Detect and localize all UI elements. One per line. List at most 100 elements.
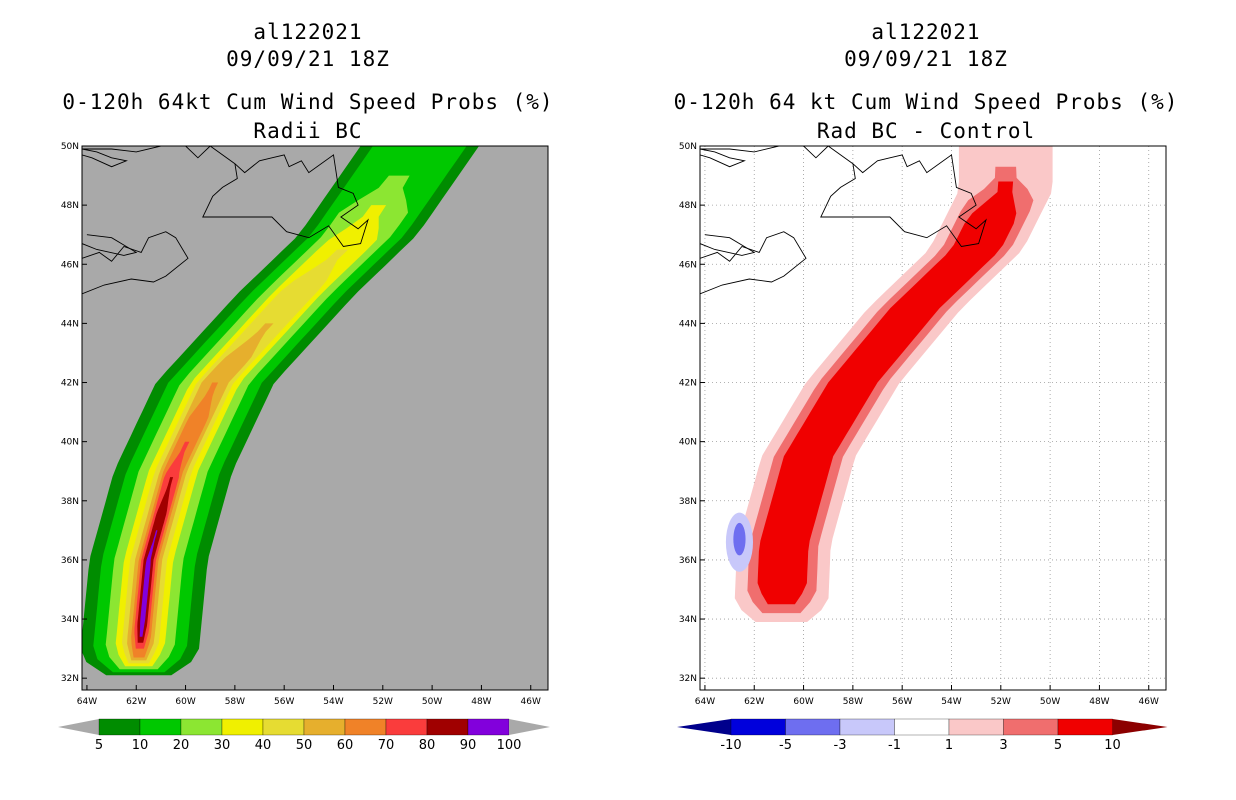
colorbar-swatch — [262, 718, 305, 736]
colorbar-swatch — [839, 718, 895, 736]
colorbar-under-arrow — [58, 719, 99, 735]
lat-tick-label: 36N — [679, 556, 697, 566]
lon-tick-label: 52W — [991, 697, 1011, 707]
colorbar-label: 20 — [173, 738, 190, 753]
lat-tick-label: 32N — [61, 674, 79, 684]
lat-tick-label: 46N — [679, 260, 697, 270]
coastline-1 — [700, 148, 746, 168]
colorbar-label: 50 — [296, 738, 313, 753]
lon-tick-label: 54W — [941, 697, 961, 707]
lon-tick-label: 62W — [126, 697, 146, 707]
lon-tick-label: 58W — [843, 697, 863, 707]
lon-tick-label: 50W — [422, 697, 442, 707]
lat-tick-label: 48N — [679, 201, 697, 211]
colorbar-label: -1 — [888, 738, 901, 753]
coastline-3 — [700, 234, 756, 256]
lon-tick-label: 58W — [225, 697, 245, 707]
left-probability-map: 64W 62W 60W 58W 56W 54W 52W 50W 48W 46W 32N 34N 36N 3… — [58, 142, 550, 753]
lat-tick-label: 46N — [61, 260, 79, 270]
coastline-group — [700, 146, 987, 295]
colorbar-swatch — [385, 718, 428, 736]
contour-plus-5 — [757, 181, 1017, 605]
lon-tick-label: 62W — [744, 697, 764, 707]
colorbar-label: 30 — [214, 738, 231, 753]
lat-tick-label: 44N — [61, 319, 79, 329]
left-chart-subtitle: Radii BC — [253, 119, 363, 143]
lat-tick-label: 32N — [679, 674, 697, 684]
right-chart-subtitle: Rad BC - Control — [816, 119, 1036, 143]
left-datetime: 09/09/21 18Z — [226, 47, 390, 71]
coastline-0 — [700, 146, 987, 247]
colorbar-label: 70 — [378, 738, 395, 753]
lat-tick-label: 38N — [679, 497, 697, 507]
contour-90pct — [139, 530, 158, 637]
lon-tick-label: 56W — [892, 697, 912, 707]
lat-tick-label: 38N — [61, 497, 79, 507]
colorbar-swatch — [467, 718, 510, 736]
colorbar-label: 5 — [1054, 738, 1062, 753]
colorbar-label: 10 — [1104, 738, 1121, 753]
colorbar-swatch — [1003, 718, 1059, 736]
lat-tick-label: 40N — [679, 438, 697, 448]
contour-20pct — [105, 175, 410, 670]
plot-frame — [699, 145, 1167, 691]
right-datetime: 09/09/21 18Z — [844, 47, 1008, 71]
colorbar-under-arrow — [677, 719, 731, 735]
lon-tick-label: 46W — [1139, 697, 1159, 707]
colorbar-swatch — [894, 718, 950, 736]
colorbar-swatch — [303, 718, 346, 736]
colorbar-label: 90 — [460, 738, 477, 753]
colorbar-label: 1 — [945, 738, 953, 753]
right-chart-title: 0-120h 64 kt Cum Wind Speed Probs (%) — [673, 90, 1179, 114]
coastline-1 — [82, 148, 128, 168]
right-difference-map: 64W 62W 60W 58W 56W 54W 52W 50W 48W 46W 32N 34N 36N 3… — [677, 142, 1168, 753]
colorbar-label: -3 — [834, 738, 847, 753]
lat-tick-label: 44N — [679, 319, 697, 329]
left-storm-id: al122021 — [253, 20, 363, 44]
coastline-2 — [700, 231, 807, 295]
lat-tick-label: 42N — [679, 379, 697, 389]
colorbar-label: 10 — [132, 738, 149, 753]
colorbar-label: -5 — [779, 738, 792, 753]
lon-tick-label: 46W — [521, 697, 541, 707]
colorbar-label: 100 — [497, 738, 522, 753]
lon-tick-label: 64W — [695, 697, 715, 707]
lat-tick-label: 42N — [61, 379, 79, 389]
colorbar-swatch — [344, 718, 387, 736]
plot-frame — [81, 145, 549, 691]
lat-tick-label: 34N — [61, 615, 79, 625]
lon-tick-label: 52W — [373, 697, 393, 707]
coastline-2 — [82, 231, 189, 295]
right-storm-id: al122021 — [871, 20, 981, 44]
colorbar-label: 3 — [999, 738, 1007, 753]
lon-tick-label: 56W — [274, 697, 294, 707]
colorbar-swatch — [785, 718, 841, 736]
coastline-3 — [82, 234, 138, 256]
colorbar-over-arrow — [509, 719, 550, 735]
lat-tick-label: 50N — [61, 142, 79, 152]
lon-tick-label: 54W — [323, 697, 343, 707]
lon-tick-label: 48W — [1089, 697, 1109, 707]
colorbar-swatch — [180, 718, 223, 736]
colorbar-label: -10 — [720, 738, 741, 753]
colorbar-label: 40 — [255, 738, 272, 753]
colorbar-swatch — [98, 718, 141, 736]
coastline-group — [82, 146, 369, 295]
lon-tick-label: 50W — [1040, 697, 1060, 707]
lon-tick-label: 60W — [175, 697, 195, 707]
contour-minus-3 — [733, 522, 746, 556]
colorbar-label: 60 — [337, 738, 354, 753]
colorbar-swatch — [730, 718, 786, 736]
colorbar-label: 80 — [419, 738, 436, 753]
lat-tick-label: 40N — [61, 438, 79, 448]
colorbar-swatch — [139, 718, 182, 736]
colorbar-swatch — [1057, 718, 1113, 736]
left-chart-title: 0-120h 64kt Cum Wind Speed Probs (%) — [62, 90, 554, 114]
coastline-0 — [82, 146, 369, 247]
lat-tick-label: 36N — [61, 556, 79, 566]
lon-tick-label: 60W — [793, 697, 813, 707]
colorbar-swatch — [948, 718, 1004, 736]
lon-tick-label: 64W — [77, 697, 97, 707]
colorbar-over-arrow — [1112, 719, 1168, 735]
lat-tick-label: 50N — [679, 142, 697, 152]
